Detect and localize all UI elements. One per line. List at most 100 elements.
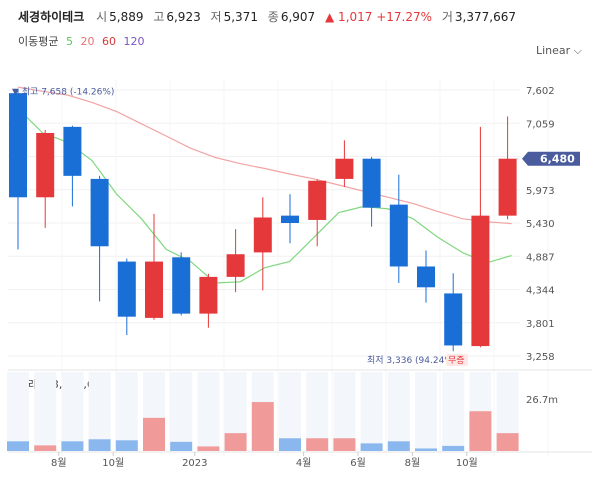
x-axis-label: 6월 — [350, 457, 366, 469]
candle-up — [199, 273, 218, 328]
moving-average-legend[interactable]: 이동평균 5 20 60 120 — [18, 33, 148, 49]
ma120-legend: 120 — [123, 35, 145, 48]
price-tick-label: 5,973 — [526, 186, 555, 197]
volume-column-bg — [306, 372, 329, 451]
volume-bar — [88, 439, 111, 451]
volume-axis-label: 26.7m — [526, 395, 558, 406]
candle-body — [172, 257, 191, 314]
min-badge: 무증 — [448, 355, 465, 366]
volume-bar — [251, 402, 274, 451]
candle-up — [498, 116, 517, 220]
close-label: 종 — [267, 10, 279, 24]
volume-label: 거 — [441, 10, 453, 24]
volume-column-bg — [170, 372, 193, 451]
candle-body — [389, 204, 408, 267]
candle-down — [90, 175, 109, 302]
ma20-line — [17, 86, 512, 225]
volume-bar — [415, 448, 437, 451]
volume-bar — [360, 443, 383, 451]
candle-up — [36, 129, 55, 228]
open-label: 시 — [96, 10, 108, 24]
candle-down — [417, 250, 435, 303]
candle-down — [389, 174, 408, 284]
candle-up — [308, 179, 327, 247]
candle-body — [117, 261, 136, 317]
volume-bar — [170, 441, 193, 451]
volume-value: 3,377,667 — [454, 10, 516, 24]
volume-bar — [496, 433, 519, 451]
volume-column-bg — [442, 372, 465, 451]
high-value: 6,923 — [166, 10, 201, 24]
volume-column-bg — [415, 372, 437, 451]
candle-down — [281, 194, 299, 244]
ma-label: 이동평균 — [18, 35, 59, 48]
stock-header: 세경하이테크 시 5,889 고 6,923 저 5,371 종 6,907 ▲ 1,0… — [18, 8, 522, 25]
candle-up — [145, 213, 163, 320]
candle-down — [117, 258, 136, 336]
volume-bar — [143, 417, 165, 451]
candle-body — [498, 158, 517, 216]
ma20-legend: 20 — [80, 35, 95, 48]
x-axis-label: 4월 — [296, 457, 312, 469]
candle-up — [253, 197, 272, 291]
close-value: 6,907 — [280, 10, 316, 24]
volume-bar — [197, 446, 220, 451]
candle-body — [253, 217, 272, 253]
candle-body — [226, 254, 245, 277]
candle-body — [199, 276, 218, 314]
price-tick-label: 4,887 — [526, 252, 555, 263]
ma60-legend: 60 — [101, 35, 116, 48]
volume-bar — [34, 445, 57, 451]
price-tick-label: 3,258 — [526, 352, 555, 363]
candle-body — [9, 93, 27, 198]
price-tick-label: 5,430 — [526, 219, 555, 230]
volume-bar — [224, 433, 247, 451]
stock-name: 세경하이테크 — [18, 10, 85, 24]
volume-column-bg — [279, 372, 301, 451]
x-axis-label: 2023 — [182, 458, 207, 469]
candle-up — [335, 140, 354, 187]
volume-bar — [279, 438, 301, 451]
volume-column-bg — [197, 372, 220, 451]
change-value: ▲ 1,017 +17.27% — [325, 10, 433, 24]
high-label: 고 — [153, 10, 165, 24]
open-value: 5,889 — [109, 10, 144, 24]
candle-up — [471, 126, 490, 348]
volume-column-bg — [115, 372, 138, 451]
x-axis-label: 8월 — [405, 457, 421, 469]
low-value: 5,371 — [223, 10, 258, 24]
volume-column-bg — [333, 372, 356, 451]
price-tick-label: 7,602 — [526, 86, 555, 97]
scale-dropdown[interactable]: Linear ⌵ — [535, 44, 582, 57]
x-axis-label: 10월 — [102, 457, 124, 469]
candle-body — [63, 126, 82, 176]
low-label: 저 — [210, 10, 222, 24]
x-axis-label: 8월 — [51, 457, 67, 469]
min-badge-bg — [446, 354, 468, 366]
ma5-line — [17, 108, 512, 284]
candle-body — [145, 261, 163, 318]
candle-down — [362, 156, 381, 227]
volume-column-bg — [224, 372, 247, 451]
volume-bar — [333, 438, 356, 451]
candle-body — [335, 158, 354, 179]
current-price-tag — [522, 151, 580, 166]
volume-bar — [442, 445, 465, 451]
volume-bar — [469, 411, 492, 451]
x-axis-label: 10월 — [456, 457, 478, 469]
candle-body — [36, 132, 55, 198]
volume-bar — [387, 441, 410, 451]
volume-column-bg — [61, 372, 84, 451]
candle-body — [471, 215, 490, 347]
candle-body — [417, 266, 435, 288]
min-price-annotation: 최저 3,336 (94.24%) — [367, 355, 456, 366]
volume-column-bg — [360, 372, 383, 451]
candle-down — [63, 125, 82, 207]
ma5-legend: 5 — [65, 35, 73, 48]
price-tick-label: 4,344 — [526, 286, 555, 297]
volume-column-bg — [387, 372, 410, 451]
current-price-label: 6,480 — [540, 153, 575, 166]
volume-column-bg — [7, 372, 29, 451]
candle-up — [226, 229, 245, 293]
